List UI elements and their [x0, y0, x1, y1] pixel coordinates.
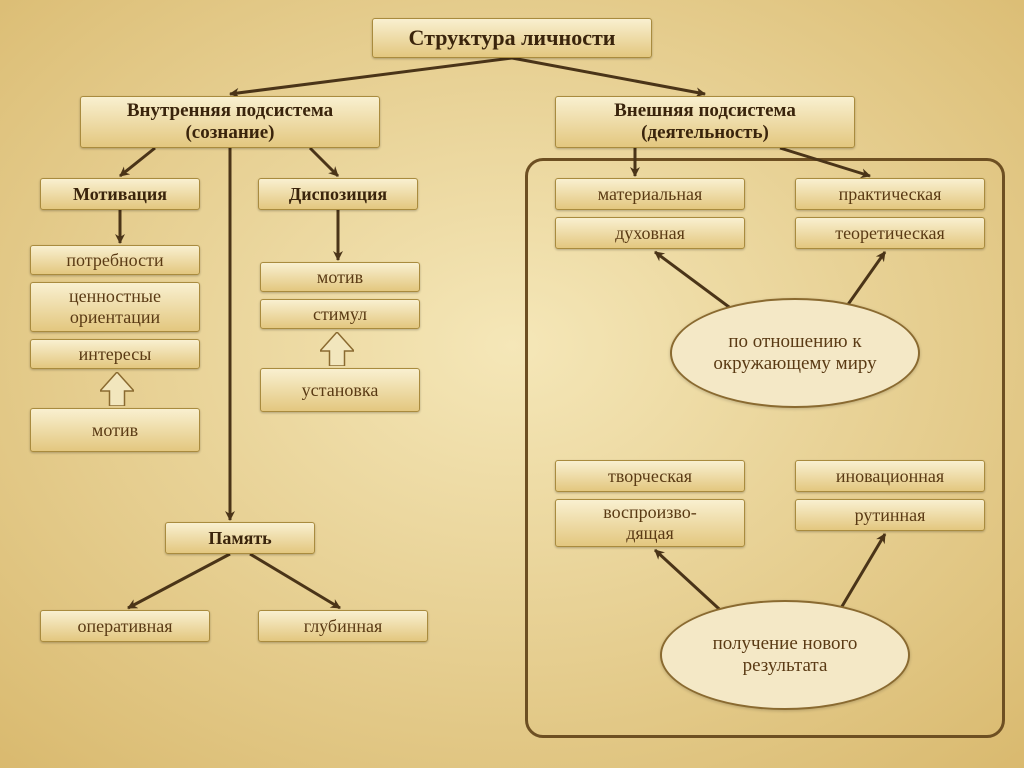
node-reproducing: воспроизво- дящая: [555, 499, 745, 547]
block-arrow-up-1: [320, 332, 354, 366]
node-glubinnaya: глубинная: [258, 610, 428, 642]
ellipse-result: получение нового результата: [660, 600, 910, 710]
node-routine: рутинная: [795, 499, 985, 531]
block-arrow-up-0: [100, 372, 134, 406]
node-memory: Память: [165, 522, 315, 554]
node-title: Структура личности: [372, 18, 652, 58]
node-interests: интересы: [30, 339, 200, 369]
node-external: Внешняя подсистема (деятельность): [555, 96, 855, 148]
node-internal: Внутренняя подсистема (сознание): [80, 96, 380, 148]
node-practical: практическая: [795, 178, 985, 210]
node-creative: творческая: [555, 460, 745, 492]
node-innovational: иновационная: [795, 460, 985, 492]
node-spiritual: духовная: [555, 217, 745, 249]
node-disposition: Диспозиция: [258, 178, 418, 210]
node-motiv: мотив: [260, 262, 420, 292]
node-stimulus: стимул: [260, 299, 420, 329]
node-ustanovka: установка: [260, 368, 420, 412]
ellipse-world: по отношению к окружающему миру: [670, 298, 920, 408]
node-needs: потребности: [30, 245, 200, 275]
node-motive1: мотив: [30, 408, 200, 452]
node-material: материальная: [555, 178, 745, 210]
node-values: ценностные ориентации: [30, 282, 200, 332]
node-theoretical: теоретическая: [795, 217, 985, 249]
node-operative: оперативная: [40, 610, 210, 642]
node-motivation: Мотивация: [40, 178, 200, 210]
